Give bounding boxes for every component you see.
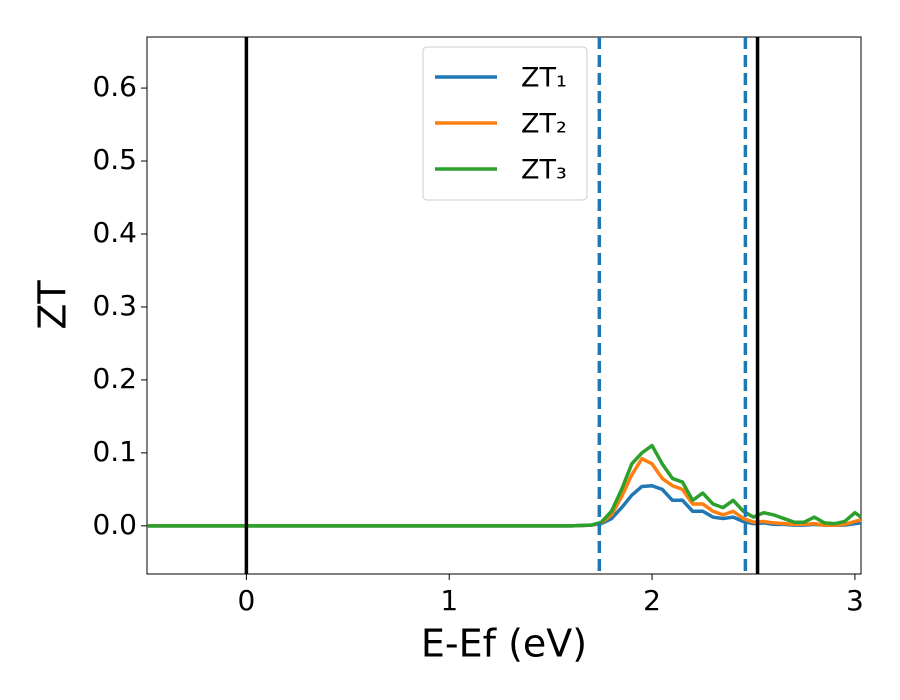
y-tick-label: 0.1 (92, 435, 137, 468)
legend-label: ZT₃ (521, 155, 567, 186)
y-tick-label: 0.5 (92, 143, 137, 176)
y-tick-label: 0.2 (92, 362, 137, 395)
legend-box (422, 46, 588, 201)
y-tick-label: 0.6 (92, 70, 137, 103)
y-axis-label: ZT (31, 280, 75, 330)
x-tick-label: 1 (440, 584, 458, 617)
x-axis-label: E-Ef (eV) (421, 622, 587, 666)
series-line (147, 456, 862, 528)
x-tick-label: 0 (237, 584, 255, 617)
legend-label: ZT₁ (521, 63, 567, 94)
y-tick-label: 0.4 (92, 216, 137, 249)
y-tick-label: 0.0 (92, 508, 137, 541)
legend-label: ZT₂ (521, 109, 567, 140)
y-tick-label: 0.3 (92, 289, 137, 322)
series-line (147, 443, 863, 528)
x-tick-label: 2 (643, 584, 661, 617)
x-tick-label: 3 (846, 584, 864, 617)
